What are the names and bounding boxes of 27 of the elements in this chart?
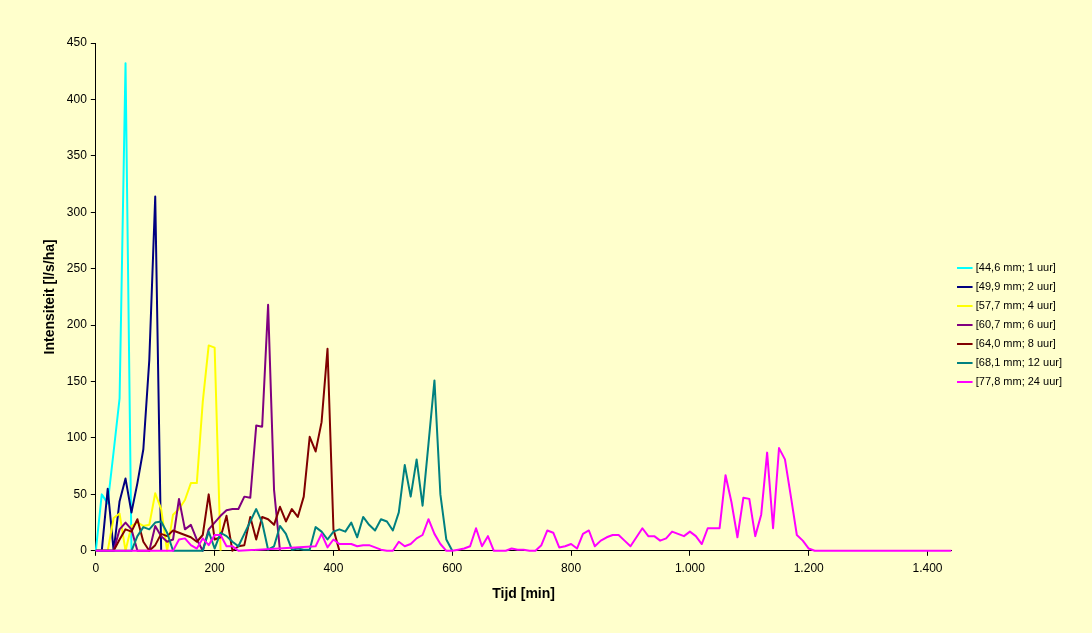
y-tick-label: 100: [66, 430, 88, 445]
y-tick-label: 50: [73, 486, 88, 501]
legend-label: [77,8 mm; 24 uur]: [975, 375, 1063, 388]
legend-label: [64,0 mm; 8 uur]: [975, 337, 1056, 350]
legend-label: [44,6 mm; 1 uur]: [975, 261, 1056, 274]
y-tick-label: 150: [66, 373, 88, 388]
legend-label: [60,7 mm; 6 uur]: [975, 318, 1056, 331]
y-tick-label: 250: [66, 261, 88, 275]
y-tick-label: 300: [66, 204, 88, 219]
y-tick-label: 0: [80, 543, 88, 558]
legend-label: [57,7 mm; 4 uur]: [975, 299, 1056, 312]
y-tick-label: 450: [66, 35, 88, 50]
x-axis-title: Tijd [min]: [492, 585, 555, 602]
x-tick-label: 200: [204, 561, 225, 576]
x-tick-label: 400: [323, 561, 344, 576]
y-tick-label: 200: [66, 317, 88, 332]
legend-label: [68,1 mm; 12 uur]: [975, 356, 1063, 369]
x-tick-label: 1.400: [912, 561, 943, 576]
x-tick-label: 800: [561, 561, 582, 576]
y-tick-label: 350: [66, 148, 88, 163]
x-tick-label: 1.000: [674, 561, 706, 576]
y-axis-title: Intensiteit [l/s/ha]: [41, 239, 58, 355]
y-tick-label: 400: [66, 91, 88, 106]
x-tick-label: 1.200: [793, 561, 825, 576]
x-tick-label: 600: [442, 561, 463, 576]
x-tick-label: 0: [92, 561, 100, 576]
legend-label: [49,9 mm; 2 uur]: [975, 280, 1056, 293]
